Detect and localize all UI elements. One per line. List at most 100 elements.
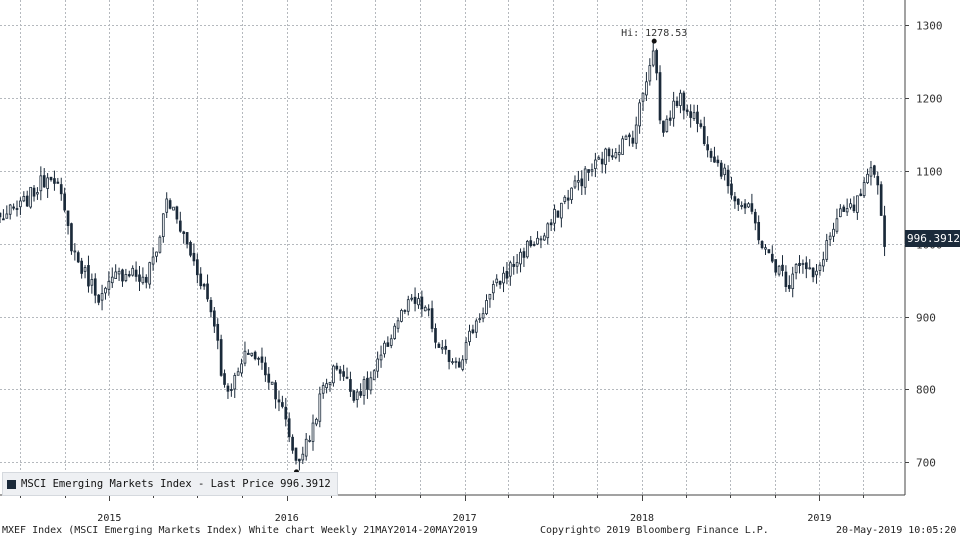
candle-body bbox=[400, 310, 403, 322]
candle-body bbox=[63, 193, 66, 211]
candle-body bbox=[505, 270, 509, 279]
candle-body bbox=[787, 285, 791, 289]
x-tick-label: 2019 bbox=[807, 513, 831, 524]
candle-body bbox=[859, 193, 863, 196]
candle-body bbox=[53, 178, 56, 184]
candle-body bbox=[594, 159, 597, 169]
candle-body bbox=[206, 283, 209, 300]
candle-body bbox=[474, 320, 478, 333]
candle-body bbox=[434, 328, 437, 343]
candle-body bbox=[2, 218, 5, 221]
candle-body bbox=[808, 267, 812, 270]
candle-body bbox=[372, 370, 376, 381]
candle-body bbox=[774, 259, 778, 273]
candle-body bbox=[842, 206, 846, 212]
candle-body bbox=[389, 338, 393, 346]
candle-body bbox=[515, 262, 519, 267]
candle-body bbox=[131, 267, 135, 276]
candle-body bbox=[692, 112, 696, 119]
candle-body bbox=[36, 192, 39, 195]
candle-body bbox=[127, 274, 131, 277]
candle-body bbox=[427, 308, 431, 311]
candle-body bbox=[883, 215, 886, 247]
candle-body bbox=[658, 72, 662, 121]
candle-body bbox=[189, 242, 192, 256]
candle-body bbox=[556, 210, 560, 218]
candle-body bbox=[328, 381, 332, 385]
candle-body bbox=[447, 349, 451, 362]
candle-body bbox=[80, 260, 83, 274]
candle-body bbox=[22, 196, 26, 202]
candle-body bbox=[165, 198, 169, 213]
candle-body bbox=[519, 251, 522, 265]
candle-body bbox=[835, 218, 839, 232]
candle-body bbox=[66, 210, 70, 226]
candle-body bbox=[144, 276, 148, 283]
candle-body bbox=[39, 175, 43, 192]
candle-body bbox=[100, 293, 104, 301]
candle-body bbox=[332, 365, 335, 384]
candle-body bbox=[236, 371, 240, 376]
candle-body bbox=[417, 298, 420, 306]
candle-body bbox=[32, 187, 36, 197]
candles-group bbox=[0, 42, 886, 471]
candle-body bbox=[444, 345, 448, 350]
y-tick-label: 900 bbox=[916, 312, 936, 325]
candle-body bbox=[8, 204, 12, 215]
candle-body bbox=[757, 221, 761, 241]
candle-body bbox=[573, 180, 577, 188]
candle-body bbox=[59, 184, 63, 195]
candle-body bbox=[104, 287, 107, 294]
candle-body bbox=[230, 389, 233, 391]
candle-body bbox=[747, 203, 750, 208]
candle-body bbox=[42, 175, 46, 188]
candle-body bbox=[213, 310, 216, 327]
candle-body bbox=[264, 362, 267, 376]
candle-body bbox=[852, 204, 856, 212]
candle-body bbox=[713, 156, 716, 163]
candle-body bbox=[526, 240, 529, 258]
candle-body bbox=[641, 92, 645, 102]
candle-body bbox=[628, 134, 631, 138]
candle-body bbox=[468, 330, 471, 343]
candle-body bbox=[247, 352, 250, 355]
candle-body bbox=[274, 382, 277, 400]
candle-body bbox=[352, 390, 356, 401]
footer-left: MXEF Index (MSCI Emerging Markets Index)… bbox=[2, 525, 478, 536]
candle-body bbox=[587, 169, 590, 173]
candle-body bbox=[437, 343, 441, 348]
candle-body bbox=[430, 308, 434, 329]
legend: MSCI Emerging Markets Index - Last Price… bbox=[2, 472, 338, 496]
candle-body bbox=[539, 238, 543, 241]
candle-body bbox=[546, 223, 550, 239]
candle-body bbox=[294, 447, 298, 461]
candle-body bbox=[631, 137, 635, 144]
candle-body bbox=[532, 244, 536, 246]
candle-body bbox=[97, 294, 100, 303]
candle-body bbox=[379, 354, 383, 361]
candle-body bbox=[376, 358, 379, 372]
candle-body bbox=[321, 385, 325, 394]
candle-body bbox=[784, 271, 788, 287]
legend-swatch bbox=[7, 479, 16, 489]
candle-body bbox=[267, 373, 271, 383]
candle-body bbox=[110, 276, 114, 284]
candle-body bbox=[563, 196, 567, 202]
candle-body bbox=[560, 202, 563, 219]
candle-body bbox=[226, 385, 230, 392]
candle-body bbox=[570, 187, 573, 201]
footer-timestamp: 20-May-2019 10:05:20 bbox=[836, 525, 957, 536]
candle-body bbox=[325, 383, 328, 389]
high-label: Hi: 1278.53 bbox=[621, 28, 687, 39]
candle-body bbox=[15, 208, 19, 210]
candle-body bbox=[869, 167, 873, 177]
candle-body bbox=[243, 350, 247, 364]
candle-body bbox=[832, 228, 835, 237]
candle-body bbox=[219, 339, 223, 376]
candle-body bbox=[685, 109, 689, 112]
y-tick-label: 700 bbox=[916, 457, 936, 470]
candle-body bbox=[668, 117, 672, 121]
chart-grid bbox=[0, 0, 909, 501]
candle-body bbox=[257, 357, 260, 360]
candle-body bbox=[709, 150, 713, 158]
